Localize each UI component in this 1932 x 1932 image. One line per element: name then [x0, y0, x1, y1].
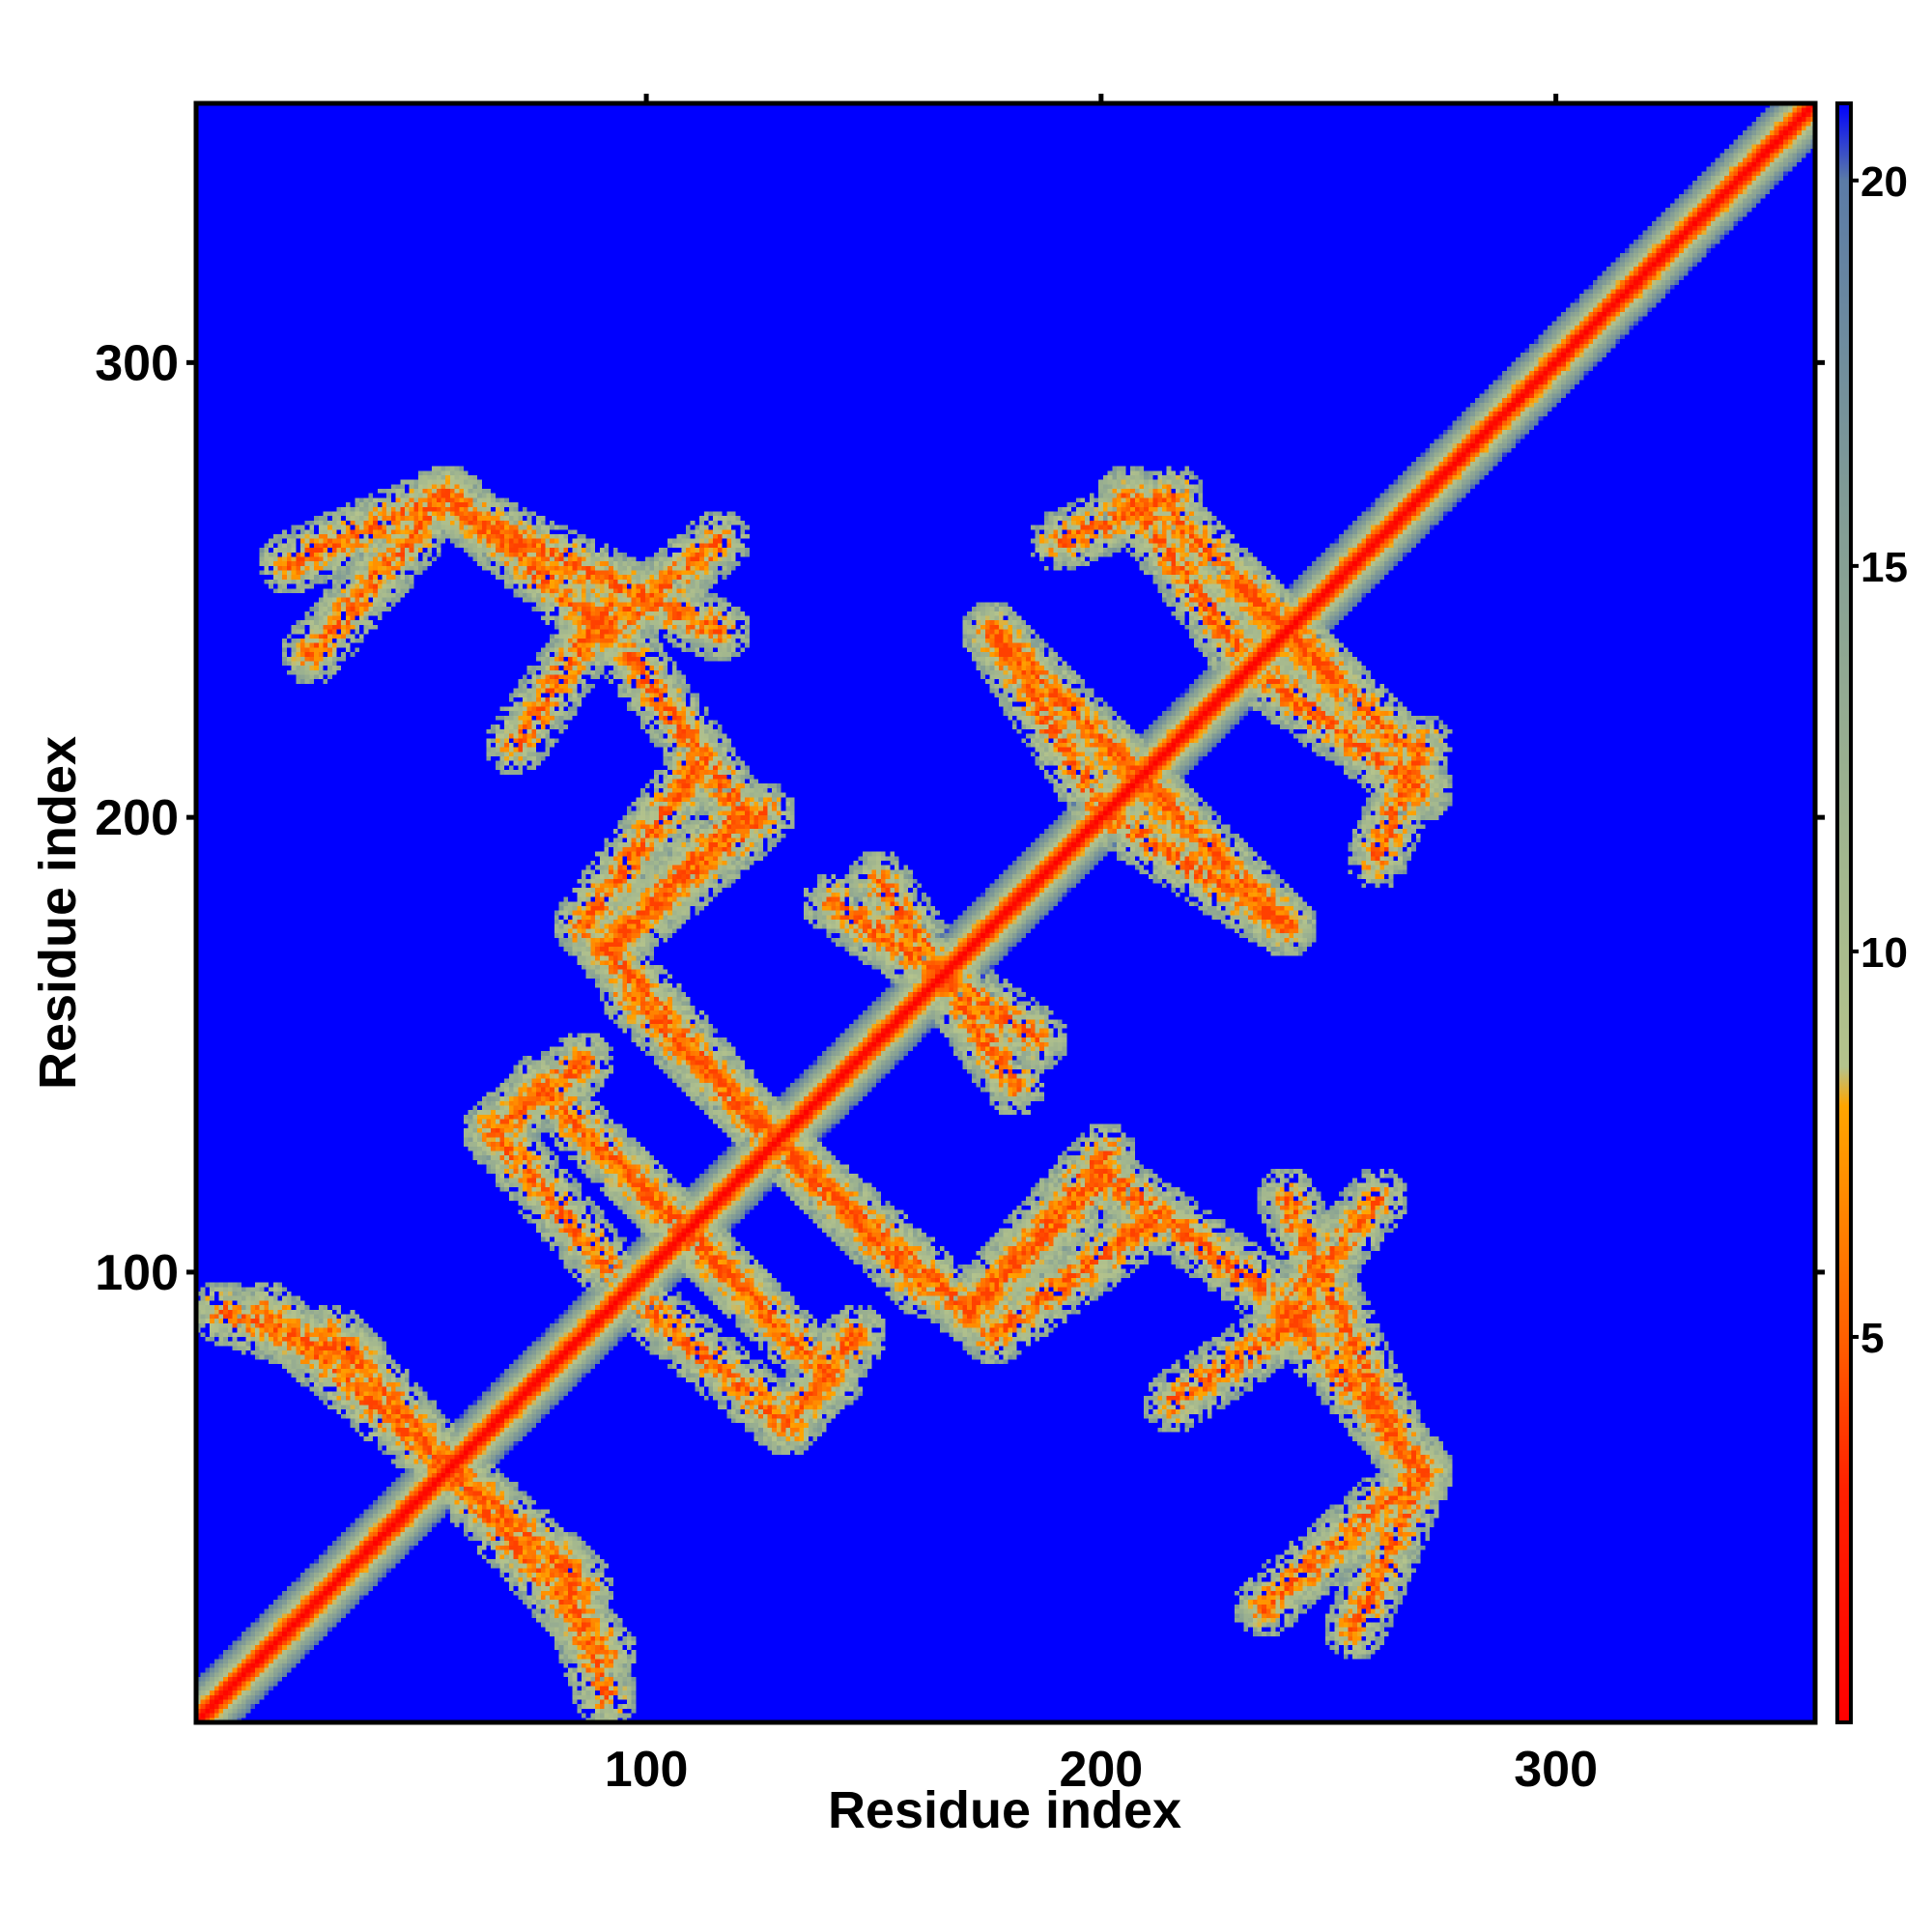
y-axis-title: Residue index: [29, 736, 87, 1090]
y-tick-label: 100: [95, 1245, 179, 1301]
y-axis-ticks: 100 200 300: [95, 335, 1825, 1301]
plot-frame: [193, 100, 1818, 1725]
colorbar-tick-label: 5: [1861, 1315, 1884, 1362]
colorbar-gradient: [1835, 101, 1853, 1724]
x-axis-title: Residue index: [828, 1781, 1181, 1839]
x-tick-label: 100: [605, 1742, 689, 1798]
heatmap-image: [196, 103, 1815, 1722]
colorbar-tick-label: 15: [1861, 544, 1908, 591]
x-axis-ticks: 100 200 300: [605, 94, 1598, 1798]
x-tick-label: 300: [1514, 1742, 1598, 1798]
heatmap-plot-area: [196, 103, 1815, 1722]
y-tick-label: 200: [95, 790, 179, 846]
y-tick-label: 300: [95, 335, 179, 391]
x-tick-label: 200: [1059, 1742, 1143, 1798]
colorbar: 5 10 15 20: [1835, 101, 1908, 1724]
colorbar-tick-label: 10: [1861, 929, 1908, 977]
colorbar-tick-label: 20: [1861, 158, 1908, 206]
